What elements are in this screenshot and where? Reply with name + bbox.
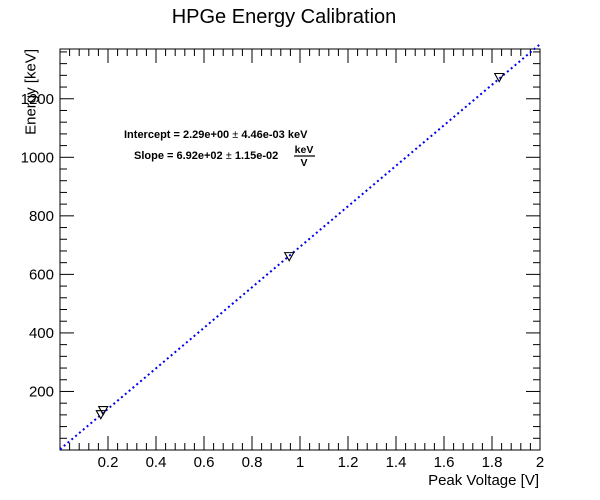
- x-tick-label: 0.4: [146, 454, 167, 471]
- intercept-error-text: 4.46e-03 keV: [241, 129, 308, 141]
- x-tick-label: 1.8: [482, 454, 503, 471]
- x-tick-label: 0.2: [98, 454, 119, 471]
- plot-frame: [59, 48, 541, 451]
- data-points: [95, 72, 505, 420]
- y-axis-tick-labels: 200 400 600 800 1000 1200: [21, 91, 54, 401]
- x-tick-label: 0.6: [194, 454, 215, 471]
- x-tick-label: 1.4: [386, 454, 407, 471]
- data-point: [95, 410, 107, 420]
- slope-pm-symbol: ±: [226, 150, 232, 162]
- y-tick-label: 1200: [21, 91, 54, 108]
- y-axis-title: Energy [keV]: [22, 49, 39, 135]
- x-axis-title: Peak Voltage [V]: [428, 472, 539, 489]
- fit-annotation: Intercept = 2.29e+00 ± 4.46e-03 keV Slop…: [124, 129, 315, 169]
- chart-title: HPGe Energy Calibration: [172, 6, 397, 28]
- slope-unit-numerator: keV: [295, 144, 314, 156]
- x-axis-tick-labels: 0.2 0.4 0.6 0.8 1 1.2 1.4 1.6 1.8 2: [98, 454, 545, 471]
- x-tick-label: 1.2: [338, 454, 359, 471]
- slope-unit-denominator: V: [300, 157, 307, 169]
- x-tick-label: 0.8: [242, 454, 263, 471]
- intercept-annotation: Intercept = 2.29e+00 ± 4.46e-03 keV: [124, 129, 308, 141]
- y-tick-label: 1000: [21, 150, 54, 167]
- y-tick-label: 600: [29, 267, 54, 284]
- x-tick-label: 1: [296, 454, 304, 471]
- data-point: [283, 252, 295, 262]
- intercept-value-text: Intercept = 2.29e+00: [124, 129, 229, 141]
- y-tick-label: 400: [29, 325, 54, 342]
- y-axis-ticks: [60, 51, 540, 439]
- x-axis-ticks: [69, 49, 541, 450]
- y-tick-label: 200: [29, 384, 54, 401]
- slope-annotation: Slope = 6.92e+02 ± 1.15e-02: [134, 150, 278, 162]
- x-tick-label: 1.6: [434, 454, 455, 471]
- fit-line: [59, 43, 541, 451]
- data-point: [97, 406, 109, 416]
- x-tick-label: 2: [536, 454, 544, 471]
- data-point: [493, 72, 505, 83]
- y-tick-label: 800: [29, 208, 54, 225]
- slope-value-text: Slope = 6.92e+02: [134, 150, 223, 162]
- intercept-pm-symbol: ±: [232, 129, 238, 141]
- slope-error-text: 1.15e-02: [235, 150, 278, 162]
